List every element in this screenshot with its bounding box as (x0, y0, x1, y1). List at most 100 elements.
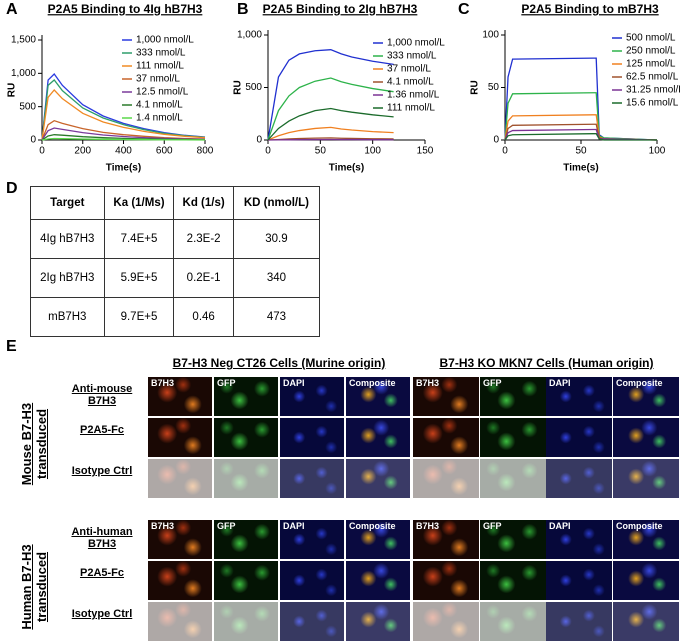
micrograph (280, 459, 344, 498)
series-line (504, 114, 658, 141)
channel-label: GFP (217, 521, 236, 531)
group-label: Mouse B7-H3 transduced (19, 402, 49, 486)
panel-label: B (237, 1, 249, 18)
series-line (504, 92, 658, 141)
legend-label: 111 nmol/L (136, 61, 184, 72)
micrograph (148, 561, 212, 600)
legend-label: 1.4 nmol/L (136, 113, 183, 124)
y-tick-label: 0 (493, 135, 499, 146)
micrograph (346, 459, 410, 498)
row-label: Anti-human B7H3 (71, 526, 133, 550)
channel-label: DAPI (549, 521, 571, 531)
y-tick-label: 50 (488, 82, 500, 93)
y-tick-label: 100 (482, 30, 499, 41)
series-line (504, 123, 658, 141)
header-cell: Ka (1/Ms) (103, 186, 175, 220)
y-tick-label: 1,000 (11, 68, 36, 79)
legend-label: 111 nmol/L (387, 103, 435, 114)
x-tick-label: 100 (649, 146, 666, 157)
channel-label: DAPI (283, 378, 305, 388)
header-cell: KD (nmol/L) (232, 186, 321, 220)
micrograph (413, 602, 479, 641)
charts: A P2A5 Binding to 4Ig hB7H3RUTime(s)05001… (6, 1, 680, 173)
panel-label: E (6, 338, 17, 355)
micrograph (346, 418, 410, 457)
channel-label: Composite (349, 378, 396, 388)
y-tick-label: 0 (256, 135, 262, 146)
legend-label: 4.1 nmol/L (387, 77, 434, 88)
legend-label: 37 nmol/L (387, 64, 431, 75)
legend-label: 62.5 nmol/L (626, 72, 679, 83)
micrograph (413, 459, 479, 498)
micrograph (148, 602, 212, 641)
micrograph (613, 418, 679, 457)
chart-title: P2A5 Binding to 4Ig hB7H3 (48, 2, 203, 16)
micrograph (613, 602, 679, 641)
x-tick-label: 600 (156, 146, 173, 157)
row-label: P2A5-Fc (79, 567, 125, 579)
micrograph (214, 418, 278, 457)
row: mB7H3 9.7E+5 0.46 473 (30, 297, 321, 337)
y-tick-label: 1,000 (237, 30, 262, 41)
micrograph (480, 418, 546, 457)
micrograph (280, 418, 344, 457)
legend-label: 31.25 nmol/L (626, 85, 680, 96)
legend-label: 1,000 nmol/L (136, 35, 194, 46)
micrograph (413, 561, 479, 600)
micrograph (413, 418, 479, 457)
kinetics-table: Target Ka (1/Ms) Kd (1/s) KD (nmol/L) 4Ig h… (30, 186, 321, 337)
micrograph (280, 561, 344, 600)
x-tick-label: 800 (197, 146, 214, 157)
legend-label: 250 nmol/L (626, 46, 676, 57)
channel-label: DAPI (549, 378, 571, 388)
chart-title: P2A5 Binding to 2Ig hB7H3 (263, 2, 418, 16)
series-line (267, 49, 394, 141)
row-label: Anti-mouse B7H3 (71, 383, 133, 407)
micrograph: B7H3 (413, 520, 479, 559)
cell: 0.2E-1 (173, 258, 234, 298)
series-line (267, 77, 394, 141)
micrograph (214, 561, 278, 600)
micrograph: Composite (613, 377, 679, 416)
header-cell: Target (30, 186, 105, 220)
legend-label: 1.36 nmol/L (387, 90, 440, 101)
series-line (267, 138, 394, 141)
micrograph (280, 602, 344, 641)
micrograph: GFP (214, 520, 278, 559)
channel-label: DAPI (283, 521, 305, 531)
micrograph (480, 602, 546, 641)
group-label: Human B7-H3 transduced (19, 544, 49, 630)
cell: 340 (232, 258, 321, 298)
cell: 0.46 (173, 297, 234, 337)
legend-label: 37 nmol/L (136, 74, 180, 85)
header-row: Target Ka (1/Ms) Kd (1/s) KD (nmol/L) (30, 186, 321, 220)
micrograph (613, 561, 679, 600)
y-axis-label: RU (233, 80, 244, 94)
header-cell: Kd (1/s) (173, 186, 234, 220)
y-tick-label: 1,500 (11, 35, 36, 46)
panel-label: A (6, 1, 18, 18)
row: 4Ig hB7H3 7.4E+5 2.3E-2 30.9 (30, 219, 321, 259)
micrograph: B7H3 (413, 377, 479, 416)
x-tick-label: 200 (74, 146, 91, 157)
micrograph: GFP (480, 520, 546, 559)
cell: mB7H3 (30, 297, 105, 337)
micrograph: DAPI (546, 377, 612, 416)
channel-label: B7H3 (151, 378, 175, 388)
micrograph: DAPI (280, 520, 344, 559)
legend-label: 500 nmol/L (626, 33, 676, 44)
series-line (267, 107, 394, 141)
micrograph (214, 459, 278, 498)
channel-label: GFP (483, 521, 502, 531)
y-tick-label: 500 (245, 82, 262, 93)
y-axis-label: RU (7, 83, 18, 97)
channel-label: GFP (483, 378, 502, 388)
legend-label: 125 nmol/L (626, 59, 676, 70)
micrograph (546, 561, 612, 600)
micrograph: B7H3 (148, 377, 212, 416)
channel-label: GFP (217, 378, 236, 388)
x-tick-label: 0 (265, 146, 271, 157)
channel-label: Composite (616, 378, 663, 388)
